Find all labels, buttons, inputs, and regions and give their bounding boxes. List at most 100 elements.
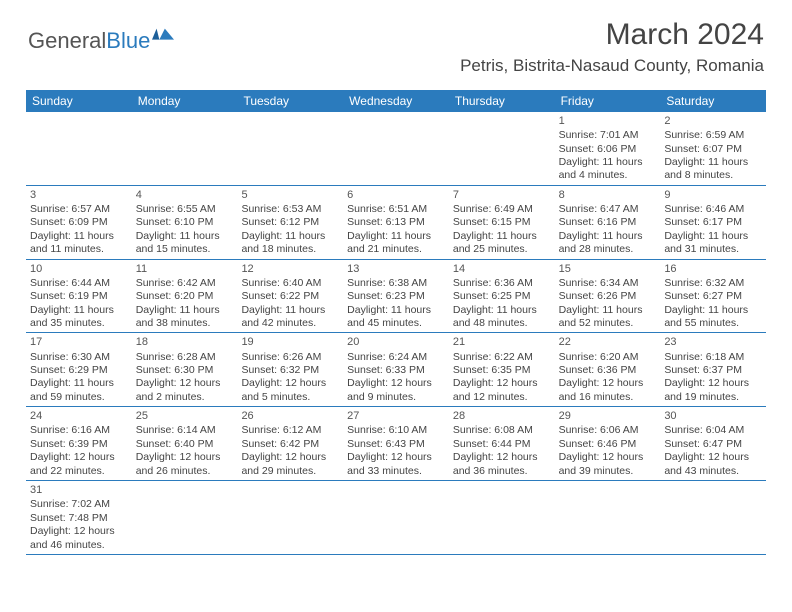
day-detail: and 25 minutes.: [453, 243, 551, 256]
day-detail: Sunset: 6:44 PM: [453, 438, 551, 451]
empty-cell: [237, 481, 343, 554]
day-detail: Sunset: 6:36 PM: [559, 364, 657, 377]
day-detail: Daylight: 12 hours: [136, 451, 234, 464]
empty-cell: [343, 481, 449, 554]
day-number: 16: [664, 262, 762, 276]
day-detail: and 26 minutes.: [136, 465, 234, 478]
logo-text-1: General: [28, 28, 106, 53]
logo-text: GeneralBlue: [28, 28, 150, 54]
day-detail: Daylight: 11 hours: [559, 156, 657, 169]
day-detail: and 55 minutes.: [664, 317, 762, 330]
day-detail: Sunrise: 6:32 AM: [664, 277, 762, 290]
day-detail: and 4 minutes.: [559, 169, 657, 182]
day-detail: Daylight: 11 hours: [136, 230, 234, 243]
day-detail: and 45 minutes.: [347, 317, 445, 330]
day-detail: Daylight: 12 hours: [30, 525, 128, 538]
page-header: GeneralBlue March 2024 Petris, Bistrita-…: [0, 0, 792, 84]
day-cell: 17Sunrise: 6:30 AMSunset: 6:29 PMDayligh…: [26, 333, 132, 406]
day-detail: Sunset: 6:29 PM: [30, 364, 128, 377]
day-cell: 20Sunrise: 6:24 AMSunset: 6:33 PMDayligh…: [343, 333, 449, 406]
day-detail: Sunset: 6:43 PM: [347, 438, 445, 451]
calendar: SundayMondayTuesdayWednesdayThursdayFrid…: [26, 90, 766, 555]
day-detail: Sunset: 6:25 PM: [453, 290, 551, 303]
day-number: 1: [559, 114, 657, 128]
day-detail: Daylight: 11 hours: [453, 304, 551, 317]
day-detail: Daylight: 11 hours: [453, 230, 551, 243]
day-detail: Daylight: 12 hours: [453, 451, 551, 464]
day-detail: Sunset: 7:48 PM: [30, 512, 128, 525]
day-cell: 21Sunrise: 6:22 AMSunset: 6:35 PMDayligh…: [449, 333, 555, 406]
day-detail: Sunset: 6:09 PM: [30, 216, 128, 229]
day-number: 15: [559, 262, 657, 276]
day-detail: Sunset: 6:37 PM: [664, 364, 762, 377]
logo: GeneralBlue: [28, 28, 174, 54]
day-detail: Daylight: 12 hours: [559, 451, 657, 464]
weekday-header: Tuesday: [237, 90, 343, 112]
day-number: 22: [559, 335, 657, 349]
day-cell: 9Sunrise: 6:46 AMSunset: 6:17 PMDaylight…: [660, 186, 766, 259]
week-row: 3Sunrise: 6:57 AMSunset: 6:09 PMDaylight…: [26, 186, 766, 260]
day-detail: Sunset: 6:20 PM: [136, 290, 234, 303]
day-detail: Sunrise: 6:40 AM: [241, 277, 339, 290]
day-detail: Sunrise: 6:57 AM: [30, 203, 128, 216]
week-row: 1Sunrise: 7:01 AMSunset: 6:06 PMDaylight…: [26, 112, 766, 186]
title-block: March 2024 Petris, Bistrita-Nasaud Count…: [460, 18, 764, 76]
day-detail: Daylight: 11 hours: [30, 230, 128, 243]
day-cell: 28Sunrise: 6:08 AMSunset: 6:44 PMDayligh…: [449, 407, 555, 480]
day-detail: and 21 minutes.: [347, 243, 445, 256]
day-detail: and 18 minutes.: [241, 243, 339, 256]
day-detail: Daylight: 11 hours: [30, 377, 128, 390]
day-detail: and 5 minutes.: [241, 391, 339, 404]
day-detail: Sunrise: 6:16 AM: [30, 424, 128, 437]
day-detail: Sunrise: 6:51 AM: [347, 203, 445, 216]
day-number: 6: [347, 188, 445, 202]
day-cell: 5Sunrise: 6:53 AMSunset: 6:12 PMDaylight…: [237, 186, 343, 259]
day-detail: and 35 minutes.: [30, 317, 128, 330]
day-cell: 10Sunrise: 6:44 AMSunset: 6:19 PMDayligh…: [26, 260, 132, 333]
day-cell: 19Sunrise: 6:26 AMSunset: 6:32 PMDayligh…: [237, 333, 343, 406]
weekday-header: Friday: [555, 90, 661, 112]
day-cell: 3Sunrise: 6:57 AMSunset: 6:09 PMDaylight…: [26, 186, 132, 259]
day-cell: 2Sunrise: 6:59 AMSunset: 6:07 PMDaylight…: [660, 112, 766, 185]
day-number: 28: [453, 409, 551, 423]
day-cell: 13Sunrise: 6:38 AMSunset: 6:23 PMDayligh…: [343, 260, 449, 333]
day-detail: Sunrise: 6:47 AM: [559, 203, 657, 216]
empty-cell: [343, 112, 449, 185]
day-cell: 27Sunrise: 6:10 AMSunset: 6:43 PMDayligh…: [343, 407, 449, 480]
day-number: 25: [136, 409, 234, 423]
location-subtitle: Petris, Bistrita-Nasaud County, Romania: [460, 56, 764, 76]
day-detail: Sunset: 6:16 PM: [559, 216, 657, 229]
day-number: 27: [347, 409, 445, 423]
empty-cell: [132, 112, 238, 185]
day-cell: 18Sunrise: 6:28 AMSunset: 6:30 PMDayligh…: [132, 333, 238, 406]
day-detail: Sunrise: 7:02 AM: [30, 498, 128, 511]
day-cell: 30Sunrise: 6:04 AMSunset: 6:47 PMDayligh…: [660, 407, 766, 480]
day-detail: and 12 minutes.: [453, 391, 551, 404]
day-detail: Sunrise: 6:06 AM: [559, 424, 657, 437]
day-number: 24: [30, 409, 128, 423]
day-number: 3: [30, 188, 128, 202]
flag-icon: [152, 28, 174, 42]
weekday-header-row: SundayMondayTuesdayWednesdayThursdayFrid…: [26, 90, 766, 112]
day-cell: 31Sunrise: 7:02 AMSunset: 7:48 PMDayligh…: [26, 481, 132, 554]
day-detail: Sunrise: 6:08 AM: [453, 424, 551, 437]
day-cell: 4Sunrise: 6:55 AMSunset: 6:10 PMDaylight…: [132, 186, 238, 259]
day-number: 21: [453, 335, 551, 349]
day-detail: Sunrise: 6:22 AM: [453, 351, 551, 364]
day-cell: 15Sunrise: 6:34 AMSunset: 6:26 PMDayligh…: [555, 260, 661, 333]
day-detail: Sunrise: 6:14 AM: [136, 424, 234, 437]
day-detail: and 16 minutes.: [559, 391, 657, 404]
day-detail: Sunrise: 6:49 AM: [453, 203, 551, 216]
day-detail: Sunset: 6:39 PM: [30, 438, 128, 451]
day-detail: Daylight: 11 hours: [559, 304, 657, 317]
day-detail: Sunrise: 7:01 AM: [559, 129, 657, 142]
day-cell: 24Sunrise: 6:16 AMSunset: 6:39 PMDayligh…: [26, 407, 132, 480]
day-number: 2: [664, 114, 762, 128]
weekday-header: Sunday: [26, 90, 132, 112]
day-detail: Sunset: 6:17 PM: [664, 216, 762, 229]
weekday-header: Saturday: [660, 90, 766, 112]
day-number: 23: [664, 335, 762, 349]
day-detail: and 22 minutes.: [30, 465, 128, 478]
day-number: 8: [559, 188, 657, 202]
day-detail: Sunset: 6:47 PM: [664, 438, 762, 451]
